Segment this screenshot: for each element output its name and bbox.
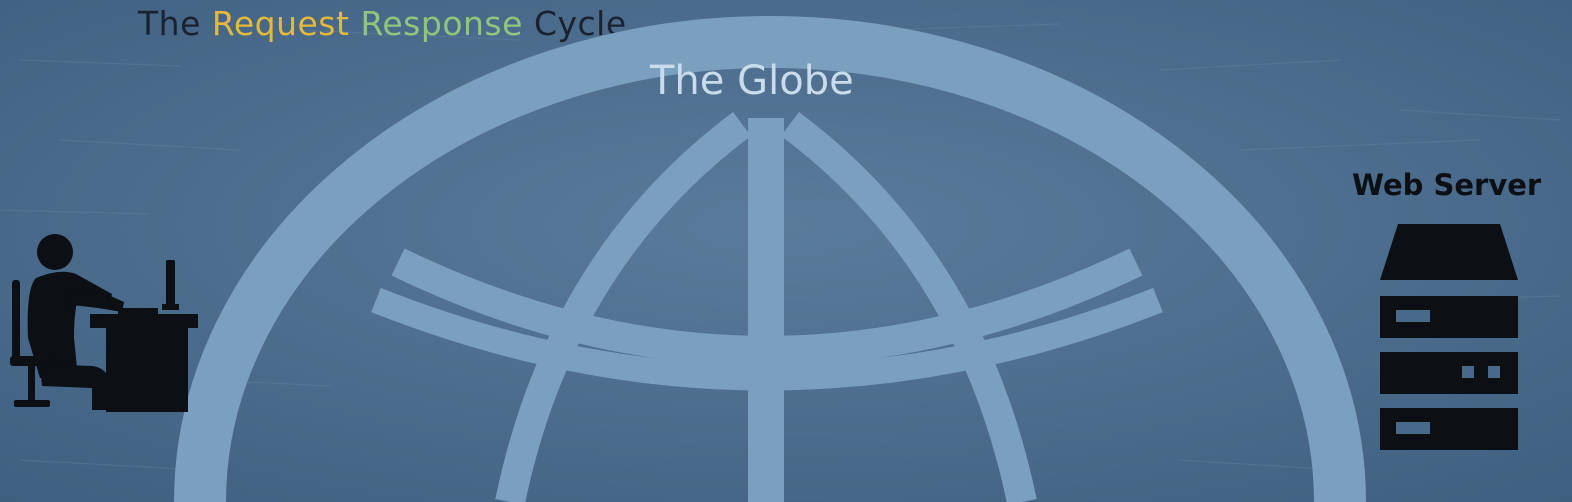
diagram-title: The Request Response Cycle <box>138 4 627 43</box>
title-word-response: Response <box>360 4 523 43</box>
globe-label: The Globe <box>650 58 854 104</box>
title-word-the: The <box>138 4 201 43</box>
server-label: Web Server <box>1352 168 1542 202</box>
server-rack-icon <box>1380 224 1518 450</box>
title-word-request: Request <box>211 4 350 43</box>
person-at-computer-icon <box>10 234 198 412</box>
